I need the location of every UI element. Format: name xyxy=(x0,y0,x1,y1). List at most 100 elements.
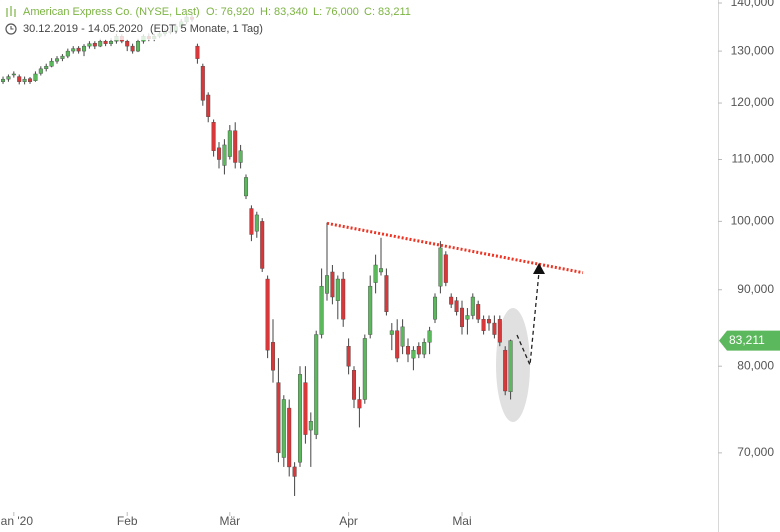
candle-body xyxy=(249,208,254,235)
candle-body xyxy=(244,177,249,197)
x-tick-label: Mär xyxy=(219,514,240,528)
candle-body xyxy=(222,144,227,166)
chart-title: American Express Co. (NYSE, Last) xyxy=(23,6,200,18)
candle-body xyxy=(130,45,135,52)
candle-body xyxy=(346,346,351,367)
candle-body xyxy=(379,268,384,273)
candle-body xyxy=(373,264,378,283)
candle-body xyxy=(443,254,448,283)
candle-body xyxy=(254,214,259,232)
candle-body xyxy=(298,374,303,463)
forecast-arrow xyxy=(516,271,540,368)
last-price-label: 83,211 xyxy=(729,333,765,347)
candle-body xyxy=(82,45,87,52)
candle-body xyxy=(6,76,11,80)
candle-body xyxy=(33,73,38,81)
candle-body xyxy=(438,247,443,287)
highlight-ellipse xyxy=(496,308,530,422)
candle-body xyxy=(314,334,319,435)
candle-body xyxy=(1,78,6,82)
header-value: C: 83,211 xyxy=(364,6,411,18)
y-tick-label: 130,000 xyxy=(731,43,775,57)
clock-hands xyxy=(10,26,14,30)
chart-icon xyxy=(6,6,16,17)
y-tick-label: 70,000 xyxy=(737,445,774,459)
candle-body xyxy=(395,330,400,359)
candle-body xyxy=(486,319,491,324)
candle-body xyxy=(384,275,389,312)
arrow-head xyxy=(533,263,545,274)
header-value: H: 83,340 xyxy=(260,6,308,18)
candle-body xyxy=(406,346,411,355)
candle-body xyxy=(217,147,222,160)
candle-body xyxy=(281,399,286,458)
x-tick-label: Apr xyxy=(339,514,358,528)
candle-body xyxy=(492,322,497,335)
candle-body xyxy=(362,338,367,400)
candle-body xyxy=(481,319,486,331)
clock-icon xyxy=(5,23,17,35)
candle-body xyxy=(17,76,22,82)
candle-body xyxy=(103,40,108,44)
candle-body xyxy=(319,285,324,335)
x-tick-label: Mai xyxy=(452,514,471,528)
candle-body xyxy=(60,55,65,59)
x-tick-label: Feb xyxy=(117,514,138,528)
candle-body xyxy=(276,382,281,454)
candle-body xyxy=(416,346,421,355)
candle-body xyxy=(109,40,114,44)
candle-body xyxy=(260,221,265,269)
candle-body xyxy=(28,78,33,82)
candle-body xyxy=(330,271,335,298)
candle-body xyxy=(335,278,340,301)
candle-body xyxy=(357,399,362,409)
candle-body xyxy=(233,130,238,163)
trendline xyxy=(326,221,584,275)
candle-body xyxy=(422,342,427,355)
candle-body xyxy=(325,275,330,294)
y-tick-label: 80,000 xyxy=(737,358,774,372)
candle-body xyxy=(92,42,97,47)
candle-body xyxy=(38,68,43,74)
candle-body xyxy=(71,48,76,52)
y-tick-label: 140,000 xyxy=(731,0,775,9)
candle-body xyxy=(211,122,216,151)
candle-body xyxy=(341,278,346,320)
candle-body xyxy=(476,304,481,320)
candle-body xyxy=(265,278,270,351)
candle-body xyxy=(454,300,459,312)
candle-body xyxy=(11,73,16,76)
candle-body xyxy=(76,47,81,52)
candle-body xyxy=(308,420,313,431)
candle-body xyxy=(49,60,54,67)
y-tick-label: 100,000 xyxy=(731,214,775,228)
candle-body xyxy=(55,58,60,62)
candle-body xyxy=(352,370,357,400)
candle-body xyxy=(470,296,475,316)
candle-body xyxy=(303,382,308,435)
candle-body xyxy=(65,50,70,57)
candle-body xyxy=(125,40,130,47)
y-tick-label: 90,000 xyxy=(737,282,774,296)
subtitle: 30.12.2019 - 14.05.2020 xyxy=(23,23,143,35)
last-price-tag xyxy=(719,330,780,351)
candle-body xyxy=(87,43,92,47)
candle-body xyxy=(433,296,438,320)
candle-body xyxy=(287,407,292,468)
candle-body xyxy=(271,342,276,371)
candle-body xyxy=(465,315,470,320)
candle-body xyxy=(389,330,394,335)
candle-body xyxy=(400,326,405,347)
candle-body xyxy=(22,78,27,82)
candle-body xyxy=(503,349,508,392)
candle-body xyxy=(427,330,432,343)
candle-body xyxy=(200,66,205,101)
candle-body xyxy=(136,40,141,52)
y-tick-label: 110,000 xyxy=(732,152,775,166)
candle-body xyxy=(459,307,464,328)
y-tick-label: 120,000 xyxy=(731,95,775,109)
candle-body xyxy=(195,45,200,59)
candle-body xyxy=(292,466,297,477)
header-value: O: 76,920 xyxy=(206,6,254,18)
